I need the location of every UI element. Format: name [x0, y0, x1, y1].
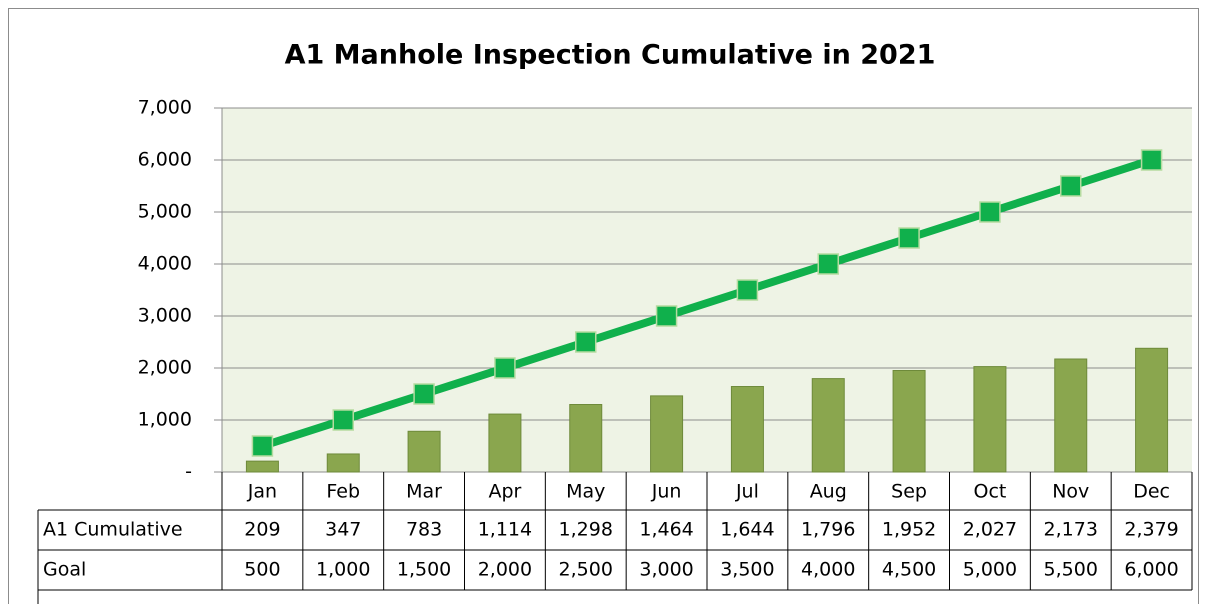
table-value: 2,500: [559, 559, 613, 581]
table-value: 1,644: [720, 519, 774, 541]
plot-area: [222, 108, 1192, 472]
x-tick-label: Sep: [891, 481, 927, 503]
table-value: 1,464: [639, 519, 693, 541]
bar: [1054, 358, 1088, 473]
table-value: 2,027: [963, 519, 1017, 541]
table-value: 1,000: [316, 559, 370, 581]
table-value: 209: [244, 519, 280, 541]
bar: [488, 413, 522, 473]
chart-title: A1 Manhole Inspection Cumulative in 2021: [285, 40, 936, 71]
x-tick-label: Mar: [406, 481, 442, 503]
bar: [892, 369, 926, 473]
table-value: 347: [325, 519, 361, 541]
series-name: Goal: [43, 559, 86, 581]
table-value: 783: [406, 519, 442, 541]
y-tick-label: 3,000: [138, 305, 192, 327]
x-tick-label: May: [566, 481, 605, 503]
goal-marker: [736, 279, 759, 301]
x-tick-label: Jan: [247, 481, 277, 503]
y-tick-label: 7,000: [138, 97, 192, 119]
y-tick-label: -: [185, 461, 192, 483]
table-value: 1,796: [801, 519, 855, 541]
goal-line: [261, 156, 1153, 450]
table-value: 2,379: [1124, 519, 1178, 541]
table-value: 5,000: [963, 559, 1017, 581]
goal-marker: [494, 357, 516, 379]
bar: [811, 378, 845, 473]
goal-marker: [575, 331, 597, 353]
series-name: A1 Cumulative: [43, 519, 183, 541]
bar: [569, 404, 603, 473]
bar: [245, 460, 279, 473]
x-tick-label: Apr: [488, 481, 521, 503]
table-value: 1,952: [882, 519, 936, 541]
goal-marker: [332, 409, 354, 431]
table-value: 3,500: [720, 559, 774, 581]
table-value: 1,298: [559, 519, 613, 541]
goal-marker: [251, 435, 274, 457]
table-value: 5,500: [1044, 559, 1098, 581]
table-value: 3,000: [639, 559, 693, 581]
goal-marker: [413, 383, 435, 405]
bar: [326, 453, 360, 473]
y-tick-label: 1,000: [138, 409, 192, 431]
goal-marker: [1140, 149, 1163, 171]
table-value: 4,000: [801, 559, 855, 581]
x-tick-label: Dec: [1133, 481, 1170, 503]
x-tick-label: Jul: [735, 481, 759, 503]
table-value: 1,114: [478, 519, 532, 541]
table-value: 500: [244, 559, 280, 581]
goal-marker: [655, 305, 678, 327]
bar: [407, 430, 441, 473]
table-value: 4,500: [882, 559, 936, 581]
y-tick-label: 6,000: [138, 149, 192, 171]
table-value: 2,173: [1044, 519, 1098, 541]
bar: [730, 386, 764, 473]
y-tick-label: 4,000: [138, 253, 192, 275]
x-tick-label: Nov: [1052, 481, 1089, 503]
x-tick-label: Feb: [326, 481, 360, 503]
y-tick-label: 2,000: [138, 357, 192, 379]
bar: [650, 395, 684, 473]
table-value: 2,000: [478, 559, 532, 581]
x-tick-label: Aug: [810, 481, 847, 503]
bar: [973, 366, 1007, 473]
x-tick-label: Oct: [973, 481, 1006, 503]
x-tick-label: Jun: [651, 481, 682, 503]
goal-marker: [979, 201, 1001, 223]
goal-marker: [898, 227, 920, 249]
bar: [1135, 347, 1169, 473]
goal-marker: [817, 253, 839, 275]
table-value: 6,000: [1124, 559, 1178, 581]
table-value: 1,500: [397, 559, 451, 581]
y-tick-label: 5,000: [138, 201, 192, 223]
goal-marker: [1060, 175, 1082, 197]
